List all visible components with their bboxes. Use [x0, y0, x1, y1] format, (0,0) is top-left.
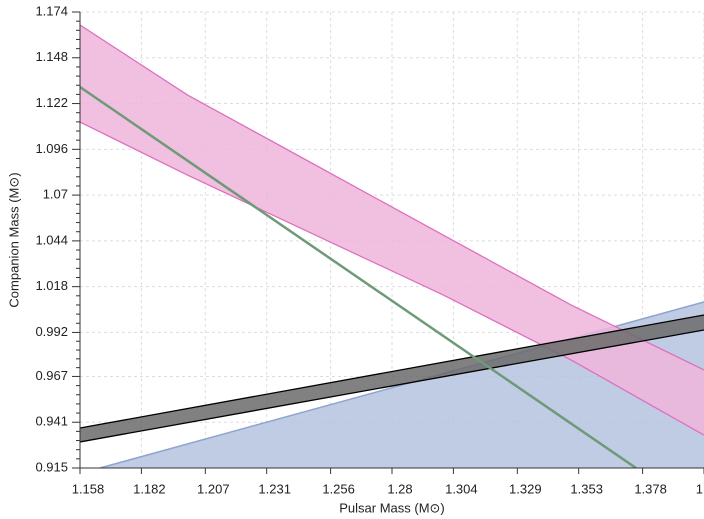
x-tick-label: 1.182 — [133, 481, 166, 496]
band-lower — [80, 329, 704, 443]
y-tick-label: 0.992 — [35, 324, 68, 339]
x-tick-label: 1.304 — [445, 481, 478, 496]
y-tick-label: 1.018 — [35, 278, 68, 293]
x-tick-label: 1.231 — [258, 481, 291, 496]
x-tick-label: 1.207 — [197, 481, 230, 496]
constraint-line — [80, 85, 637, 468]
constraint-band — [80, 315, 704, 442]
y-tick-label: 1.096 — [35, 141, 68, 156]
x-tick-label: 1.402 — [696, 481, 704, 496]
plot-area — [80, 24, 704, 468]
y-tick-label: 1.044 — [35, 232, 68, 247]
band-upper — [80, 24, 704, 371]
y-tick-label: 1.174 — [35, 3, 68, 18]
y-tick-label: 0.915 — [35, 459, 68, 474]
x-tick-label: 1.353 — [570, 481, 603, 496]
y-tick-label: 0.941 — [35, 414, 68, 429]
y-tick-label: 1.148 — [35, 49, 68, 64]
x-tick-label: 1.256 — [322, 481, 355, 496]
band-lower — [80, 121, 704, 436]
x-tick-label: 1.28 — [387, 481, 412, 496]
x-axis-label: Pulsar Mass (M⊙) — [339, 500, 445, 515]
x-tick-label: 1.158 — [72, 481, 105, 496]
y-tick-label: 0.967 — [35, 368, 68, 383]
y-tick-label: 1.122 — [35, 95, 68, 110]
y-tick-label: 1.07 — [43, 187, 68, 202]
x-tick-label: 1.378 — [634, 481, 667, 496]
y-axis-label: Companion Mass (M⊙) — [6, 172, 21, 307]
constraint-band — [80, 25, 704, 436]
band-upper — [80, 314, 704, 429]
x-tick-label: 1.329 — [509, 481, 542, 496]
